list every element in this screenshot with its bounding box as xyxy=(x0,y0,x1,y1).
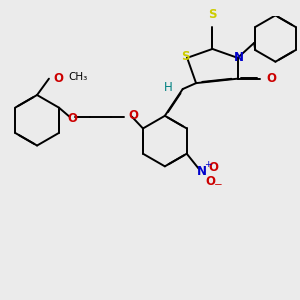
Text: S: S xyxy=(182,50,190,63)
Text: O: O xyxy=(205,176,215,188)
Text: O: O xyxy=(53,72,63,85)
Text: N: N xyxy=(196,165,207,178)
Text: O: O xyxy=(208,161,218,175)
Text: CH₃: CH₃ xyxy=(68,73,88,82)
Text: H: H xyxy=(164,81,172,94)
Text: +: + xyxy=(204,160,211,169)
Text: O: O xyxy=(67,112,77,124)
Text: O: O xyxy=(266,72,276,85)
Text: S: S xyxy=(208,8,217,21)
Text: −: − xyxy=(214,180,222,190)
Text: O: O xyxy=(128,110,138,122)
Text: N: N xyxy=(234,51,244,64)
